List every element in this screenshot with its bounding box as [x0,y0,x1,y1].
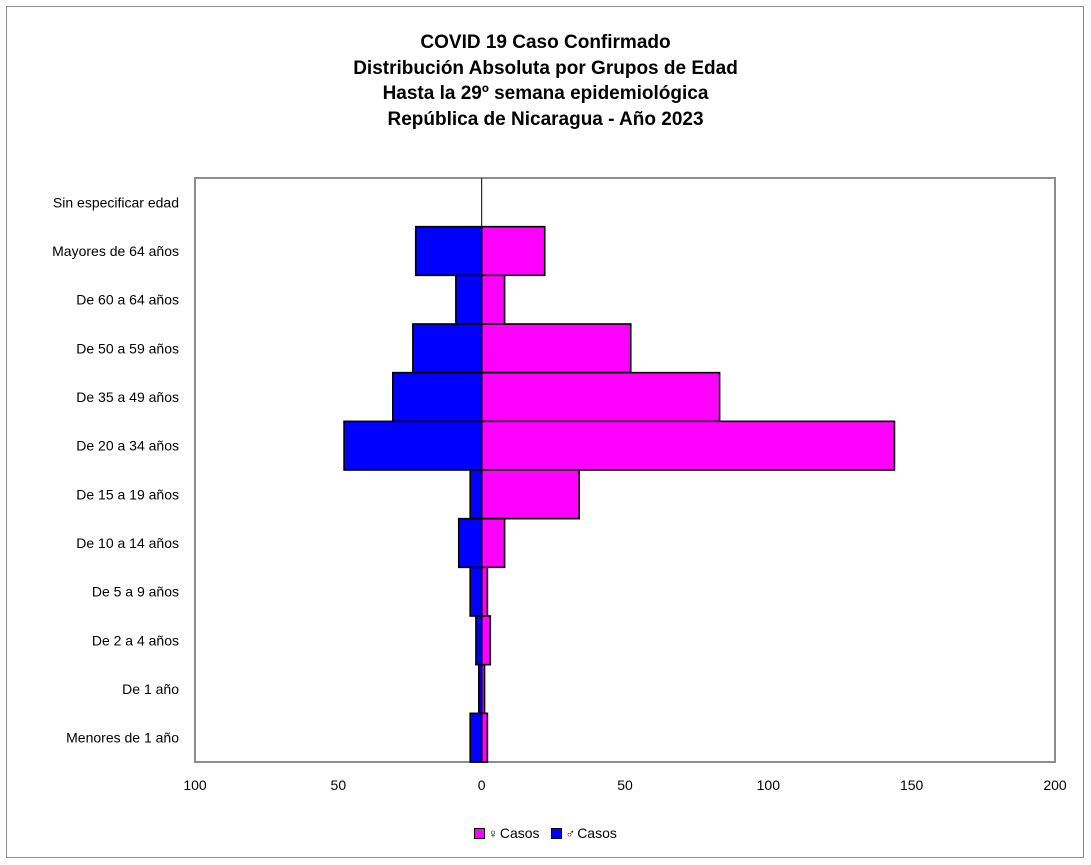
bar-male-3 [412,323,483,374]
chart-title: COVID 19 Caso Confirmado Distribución Ab… [0,30,1091,132]
bar-male-7 [457,517,483,569]
bar-female-8 [480,566,489,617]
bar-male-4 [391,371,483,423]
title-line-4: República de Nicaragua - Año 2023 [387,108,704,130]
legend-swatch-male [551,827,563,839]
bar-male-9 [475,615,483,666]
category-label-5: De 20 a 34 años [76,438,179,454]
bar-female-6 [480,469,580,520]
category-label-3: De 50 a 59 años [76,340,179,356]
title-line-3: Hasta la 29º semana epidemiológica [382,83,709,104]
bar-male-11 [469,712,483,763]
bar-male-2 [455,274,483,325]
category-label-6: De 15 a 19 años [76,486,179,502]
male-symbol-icon: ♂ [565,825,576,841]
bar-female-9 [480,615,492,666]
x-tick-label-1: 50 [331,777,347,793]
bar-male-1 [414,225,483,277]
x-tick-label-0: 100 [183,777,207,793]
bar-female-3 [480,323,632,374]
bar-male-6 [469,469,483,520]
category-label-9: De 2 a 4 años [92,632,179,648]
bar-female-11 [480,712,489,763]
bar-female-5 [480,420,896,471]
category-label-10: De 1 año [122,681,179,697]
legend-label-male: Casos [577,825,617,841]
title-line-1: COVID 19 Caso Confirmado [420,32,671,53]
bar-male-5 [343,420,483,471]
legend-item-male: ♂ Casos [551,825,617,841]
plot-area [194,177,1056,763]
category-label-1: Mayores de 64 años [52,243,179,259]
x-tick-label-3: 50 [617,777,633,793]
x-tick-label-5: 150 [900,777,924,793]
category-label-7: De 10 a 14 años [76,535,179,551]
legend: ♀ Casos ♂ Casos [0,825,1091,842]
x-tick-label-4: 100 [757,777,781,793]
category-label-4: De 35 a 49 años [76,389,179,405]
title-line-2: Distribución Absoluta por Grupos de Edad [353,57,738,79]
legend-label-female: Casos [499,825,540,841]
category-label-0: Sin especificar edad [53,194,179,210]
bar-female-7 [480,517,506,569]
category-label-11: Menores de 1 año [66,730,179,746]
category-label-8: De 5 a 9 años [92,584,179,600]
bar-female-2 [480,274,506,325]
bar-female-1 [480,225,546,277]
x-tick-label-2: 0 [478,777,486,793]
legend-item-female: ♀ Casos [474,825,540,841]
bar-female-4 [480,371,721,423]
bar-male-8 [469,566,483,617]
legend-swatch-female [474,827,486,839]
x-tick-label-6: 200 [1043,777,1067,793]
category-label-2: De 60 a 64 años [76,292,179,308]
female-symbol-icon: ♀ [488,825,498,841]
